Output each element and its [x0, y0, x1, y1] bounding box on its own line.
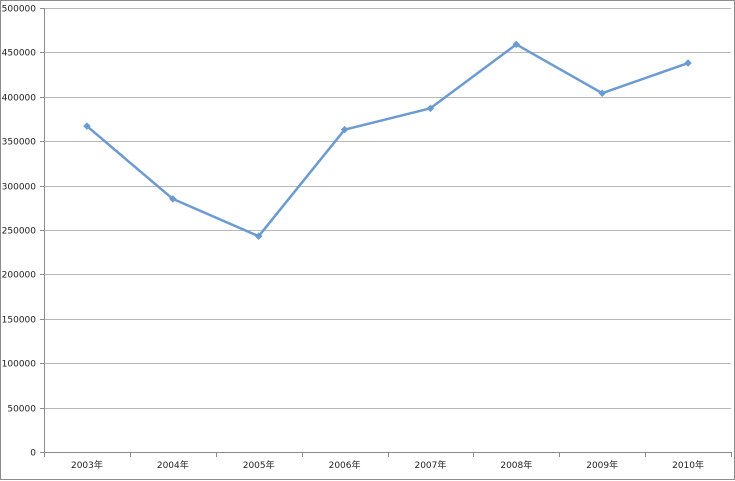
x-tick-label: 2003年 — [71, 459, 103, 471]
x-tick-label: 2010年 — [672, 459, 704, 471]
y-tick-label: 150000 — [2, 316, 37, 326]
y-tick-label: 400000 — [2, 94, 37, 104]
data-point-2008年 — [512, 40, 521, 49]
data-point-2004年 — [168, 195, 177, 203]
x-tick-label: 2004年 — [157, 459, 189, 471]
x-tick-label: 2007年 — [414, 459, 446, 471]
data-point-2003年 — [83, 122, 91, 130]
y-tick-label: 50000 — [7, 405, 36, 415]
data-point-2007年 — [426, 104, 435, 113]
x-axis-tick-labels: 2003年 2004年 2005年 2006年 2007年 2008年 2009年 2010年 — [71, 459, 704, 471]
y-tick-label: 250000 — [2, 227, 37, 237]
series-line-0 — [86, 43, 689, 238]
y-tick-label: 100000 — [2, 360, 37, 370]
y-tick-label: 0 — [30, 449, 36, 459]
y-tick-label: 450000 — [2, 49, 37, 59]
data-point-2009年 — [598, 89, 607, 98]
data-point-2010年 — [684, 59, 692, 67]
y-tick-label: 300000 — [2, 183, 37, 193]
x-tick-label: 2009年 — [586, 459, 618, 471]
x-tick-label: 2005年 — [243, 459, 275, 471]
axes — [40, 8, 732, 457]
y-tick-label: 200000 — [2, 271, 37, 281]
y-tick-label: 500000 — [2, 5, 37, 15]
y-tick-label: 350000 — [2, 138, 37, 148]
y-axis-tick-labels: 0 50000 100000 150000 200000 250000 300000 3500… — [2, 5, 37, 459]
gridlines — [44, 8, 731, 409]
x-tick-label: 2008年 — [500, 459, 532, 471]
data-point-2005年 — [254, 232, 263, 241]
series-layer — [83, 40, 692, 241]
data-point-2006年 — [340, 125, 349, 134]
x-tick-label: 2006年 — [329, 459, 361, 471]
